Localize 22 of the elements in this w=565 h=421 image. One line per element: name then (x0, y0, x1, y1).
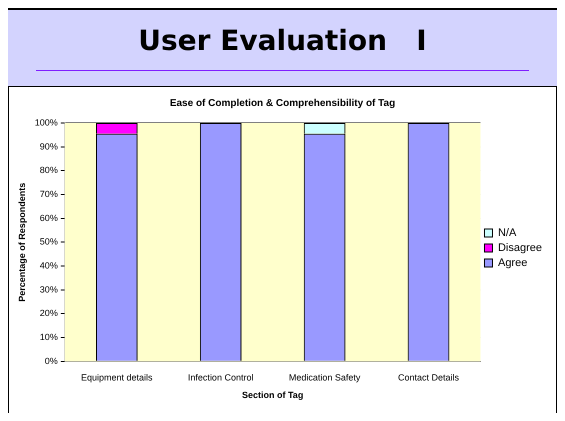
y-tick-label: 30% (40, 284, 58, 294)
x-tick-label: Infection Control (188, 372, 254, 382)
chart-title: User Evaluation I (137, 23, 428, 57)
y-tick-label: 100% (34, 117, 58, 128)
y-tick-label: 20% (40, 308, 58, 318)
legend-label: Agree (498, 257, 528, 270)
x-axis-title: Section of Tag (242, 390, 304, 400)
x-tick-label: Medication Safety (288, 372, 361, 382)
y-tick-label: 60% (40, 212, 58, 223)
chart-subtitle: Ease of Completion & Comprehensibility of Tag (170, 98, 396, 109)
y-tick-label: 40% (40, 260, 58, 271)
x-tick-label: Equipment details (81, 372, 154, 382)
legend-label: N/A (498, 227, 517, 240)
y-axis-title: Percentage of Respondents (16, 182, 27, 302)
y-tick-label: 10% (40, 332, 58, 342)
y-tick-label: 80% (40, 165, 58, 176)
legend-label: Disagree (498, 242, 542, 254)
x-tick-label: Contact Details (398, 372, 460, 382)
y-tick-label: 50% (40, 236, 58, 247)
y-tick-label: 90% (40, 141, 58, 152)
y-tick-label: 0% (44, 356, 58, 366)
y-tick-label: 70% (40, 189, 58, 200)
